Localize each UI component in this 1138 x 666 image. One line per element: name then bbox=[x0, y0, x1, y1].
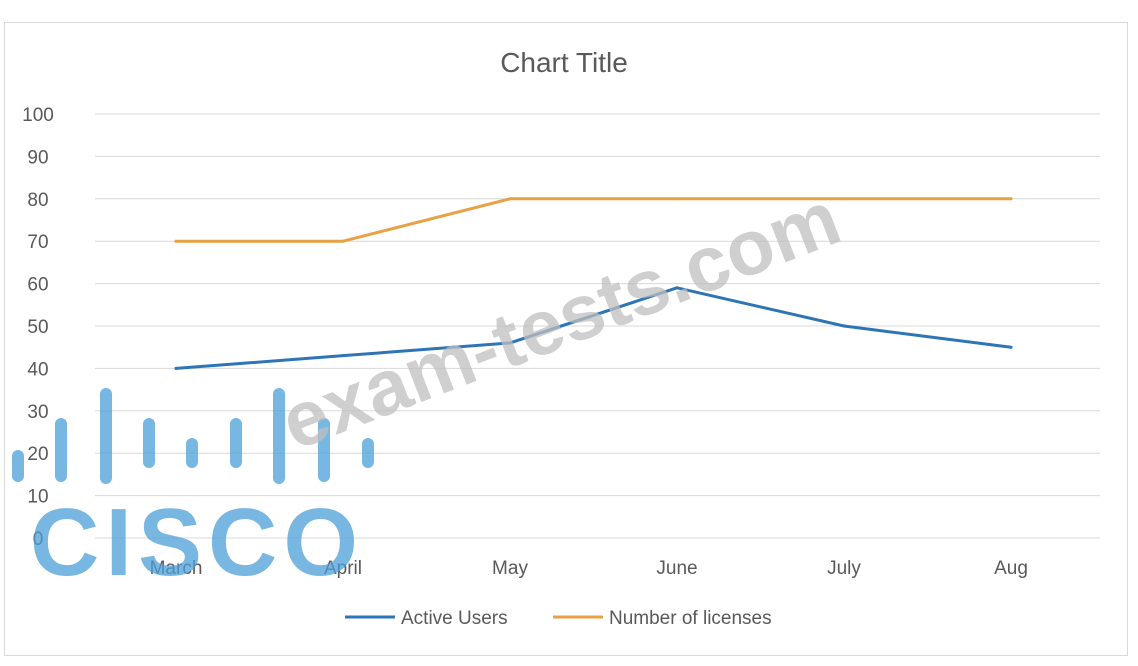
y-axis-ticks: 0 10 20 30 40 50 60 70 80 90 100 bbox=[22, 105, 54, 550]
y-tick-label: 30 bbox=[27, 402, 48, 423]
legend-label-0: Active Users bbox=[401, 608, 508, 629]
logo-bar bbox=[186, 438, 198, 468]
data-point bbox=[675, 286, 679, 290]
series-line-0 bbox=[174, 286, 1013, 370]
data-point bbox=[508, 341, 512, 345]
logo-bar bbox=[55, 418, 67, 482]
data-point bbox=[1009, 197, 1013, 201]
y-tick-label: 100 bbox=[22, 105, 54, 126]
x-tick-label: March bbox=[150, 558, 203, 579]
series-lines bbox=[174, 197, 1013, 370]
y-tick-label: 60 bbox=[27, 275, 48, 296]
data-point bbox=[842, 197, 846, 201]
data-point bbox=[842, 324, 846, 328]
x-axis-ticks: March April May June July Aug bbox=[150, 558, 1028, 579]
y-tick-label: 10 bbox=[27, 487, 48, 508]
x-tick-label: July bbox=[827, 558, 861, 579]
data-point bbox=[1009, 345, 1013, 349]
data-point bbox=[508, 197, 512, 201]
y-tick-label: 90 bbox=[27, 147, 48, 168]
y-tick-label: 80 bbox=[27, 190, 48, 211]
logo-bar bbox=[12, 450, 24, 482]
data-point bbox=[341, 354, 345, 358]
data-point bbox=[341, 239, 345, 243]
x-tick-label: May bbox=[492, 558, 528, 579]
y-tick-label: 70 bbox=[27, 232, 48, 253]
data-point bbox=[675, 197, 679, 201]
logo-bar bbox=[100, 388, 112, 484]
series-line-1 bbox=[174, 197, 1013, 243]
logo-bar bbox=[273, 388, 285, 484]
y-tick-label: 0 bbox=[33, 529, 44, 550]
logo-bar bbox=[362, 438, 374, 468]
x-tick-label: April bbox=[324, 558, 362, 579]
y-tick-label: 40 bbox=[27, 359, 48, 380]
y-tick-label: 50 bbox=[27, 317, 48, 338]
cisco-logo-text: CISCO bbox=[30, 489, 364, 596]
y-tick-label: 20 bbox=[27, 444, 48, 465]
cisco-logo-watermark: CISCO bbox=[12, 388, 374, 596]
chart-title: Chart Title bbox=[500, 47, 628, 78]
legend-label-1: Number of licenses bbox=[609, 608, 772, 629]
logo-bar bbox=[230, 418, 242, 468]
x-tick-label: Aug bbox=[994, 558, 1028, 579]
logo-bar bbox=[318, 418, 330, 482]
data-point bbox=[174, 366, 178, 370]
watermark-text: exam-tests.com bbox=[269, 173, 851, 466]
legend: Active Users Number of licenses bbox=[345, 608, 772, 629]
data-point bbox=[174, 239, 178, 243]
x-tick-label: June bbox=[656, 558, 697, 579]
logo-bar bbox=[143, 418, 155, 468]
